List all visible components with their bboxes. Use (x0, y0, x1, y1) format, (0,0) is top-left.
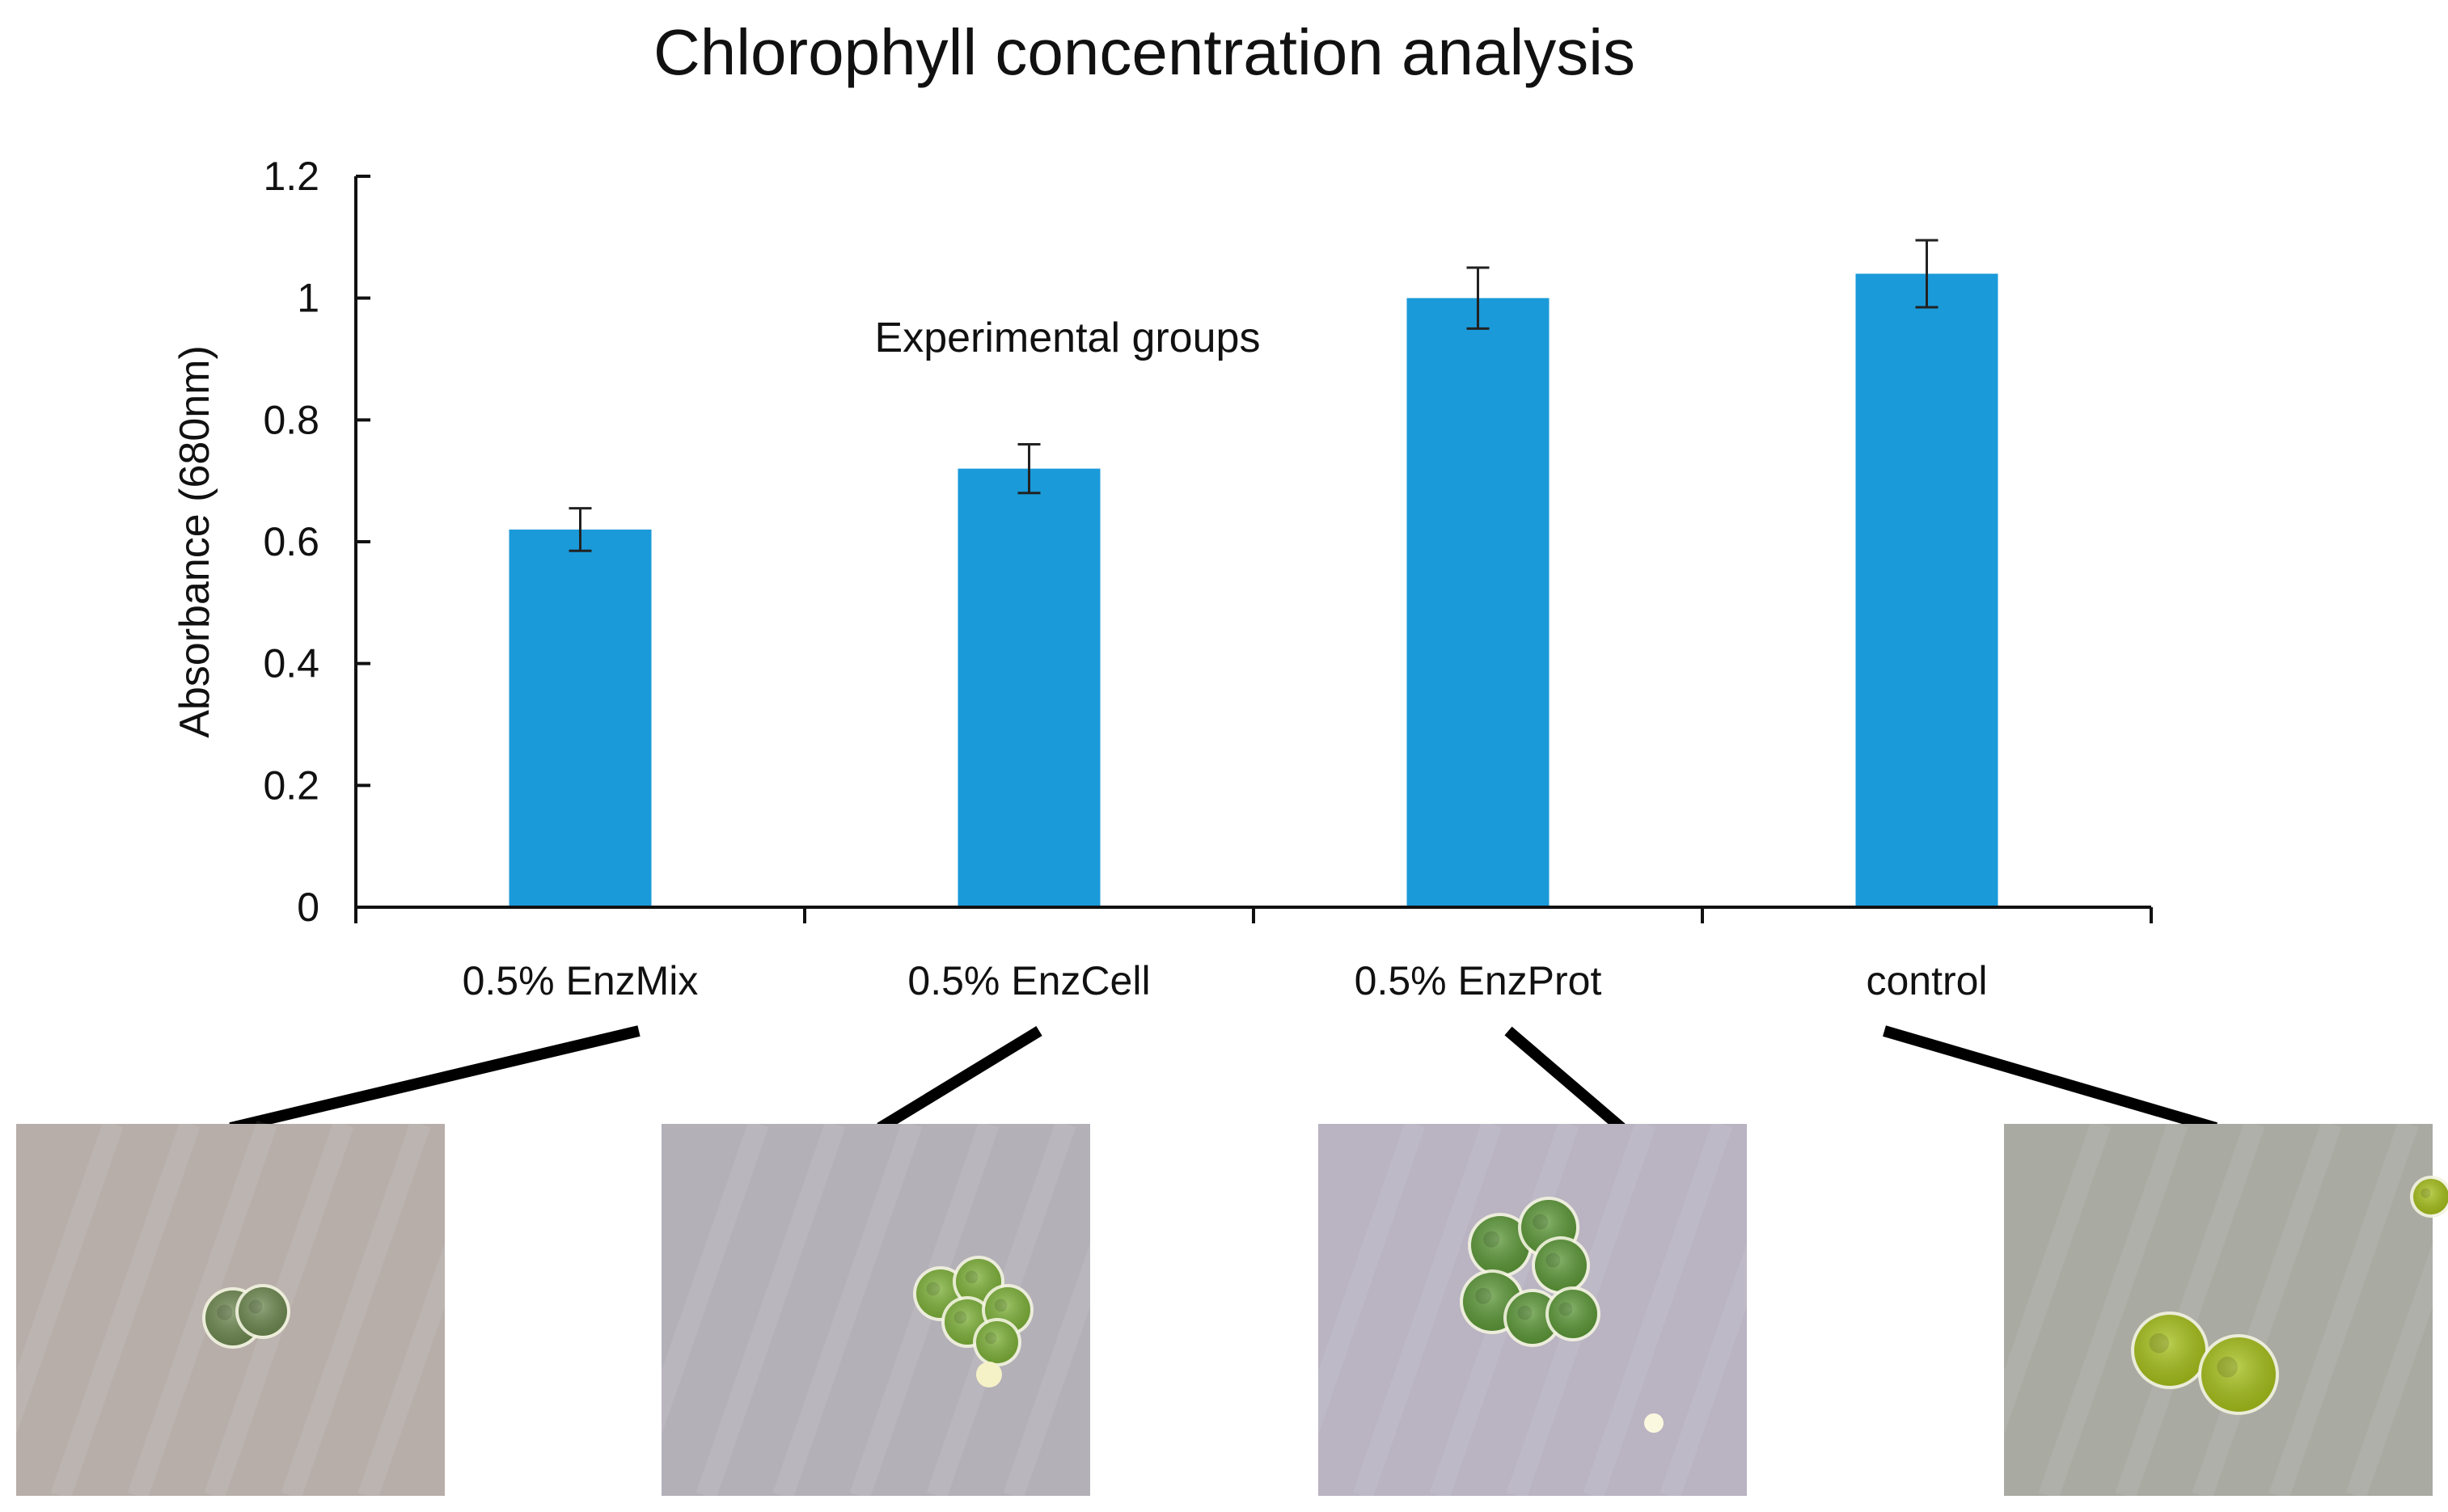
micrograph-texture (1003, 1120, 1153, 1500)
cell-nucleus (984, 1332, 997, 1345)
y-tick-label: 0 (297, 885, 319, 930)
micrograph-texture (281, 1120, 431, 1500)
micrograph-texture (1961, 1120, 2112, 1500)
chart-title: Chlorophyll concentration analysis (653, 16, 1635, 88)
cell-nucleus (1517, 1305, 1533, 1320)
micrograph-texture (0, 1120, 124, 1482)
cell-nucleus (248, 1299, 263, 1314)
cell-shading (2413, 1179, 2448, 1214)
cell-nucleus (2217, 1356, 2239, 1378)
cell-nucleus (1475, 1287, 1492, 1304)
y-axis-label: Absorbance (680nm) (171, 345, 218, 738)
cell-nucleus (2149, 1333, 2170, 1354)
y-tick-label: 0.2 (263, 762, 319, 808)
micrograph-panels (0, 1120, 2448, 1500)
cell-shading (1471, 1216, 1529, 1274)
micrograph-texture (2268, 1120, 2419, 1500)
bar (1406, 298, 1550, 908)
y-tick-label: 1 (297, 276, 319, 321)
micrograph-texture (1583, 1120, 1733, 1500)
micrograph-texture (2192, 1120, 2342, 1500)
micrograph-texture (619, 1120, 769, 1500)
cell-shading (239, 1287, 287, 1336)
cell-nucleus (965, 1270, 979, 1284)
cell-shading (1549, 1290, 1597, 1338)
micrograph-background (2004, 1124, 2433, 1496)
cell-shading (976, 1321, 1018, 1363)
cell-nucleus (953, 1311, 967, 1324)
connector-line (229, 1025, 641, 1134)
cell-nucleus (994, 1299, 1008, 1312)
micrograph-panel (1275, 1120, 1810, 1500)
x-tick-label: control (1866, 958, 1987, 1003)
cell-nucleus (217, 1304, 233, 1320)
bars-group (509, 239, 1998, 908)
bright-particle (1644, 1413, 1664, 1433)
bar (958, 468, 1101, 907)
bar (1855, 273, 1998, 907)
cell-shading (1535, 1240, 1587, 1291)
micrograph-panel (1961, 1120, 2448, 1500)
cell-shading (1507, 1292, 1558, 1344)
chart-annotation: Experimental groups (875, 315, 1261, 361)
x-axis: 0.5% EnzMix 0.5% EnzCell 0.5% EnzProt contr… (354, 906, 2153, 1003)
bright-particle (976, 1362, 1002, 1387)
micrograph-texture (2115, 1120, 2265, 1500)
connector-line (1504, 1026, 1626, 1133)
micrograph-texture (1275, 1120, 1426, 1500)
micrograph-texture (696, 1120, 846, 1500)
cell-nucleus (1483, 1231, 1500, 1248)
y-axis: 0 0.2 0.4 0.6 0.8 1 1.2 (263, 154, 370, 930)
connector-line (877, 1026, 1042, 1133)
x-tick-label: 0.5% EnzMix (463, 958, 699, 1003)
micrograph-texture (772, 1120, 923, 1500)
cell-shading (2134, 1315, 2205, 1386)
micrograph-texture (357, 1120, 508, 1500)
connector-line (1883, 1025, 2218, 1134)
connector-lines (229, 1025, 2218, 1134)
cell-nucleus (1533, 1214, 1549, 1230)
micrograph-texture (2345, 1198, 2448, 1500)
y-tick-label: 0.8 (263, 397, 319, 442)
x-tick-label: 0.5% EnzCell (907, 958, 1150, 1003)
cell-nucleus (1558, 1302, 1573, 1316)
micrograph-texture (127, 1120, 277, 1500)
micrograph-texture (50, 1120, 201, 1500)
y-tick-label: 0.4 (263, 641, 319, 686)
micrograph-texture (2038, 1120, 2188, 1500)
cell-nucleus (2421, 1188, 2431, 1198)
cell-nucleus (1545, 1252, 1561, 1268)
micrograph-texture (1659, 1120, 1810, 1500)
micrograph-texture (1352, 1120, 1503, 1500)
y-tick-label: 0.6 (263, 519, 319, 564)
cell-nucleus (926, 1282, 941, 1296)
cell-shading (2201, 1337, 2276, 1412)
micrograph-panel (619, 1120, 1153, 1500)
micrograph-panel (0, 1120, 508, 1500)
y-tick-label: 1.2 (263, 154, 319, 199)
bar (509, 529, 652, 907)
x-tick-label: 0.5% EnzProt (1355, 958, 1602, 1003)
